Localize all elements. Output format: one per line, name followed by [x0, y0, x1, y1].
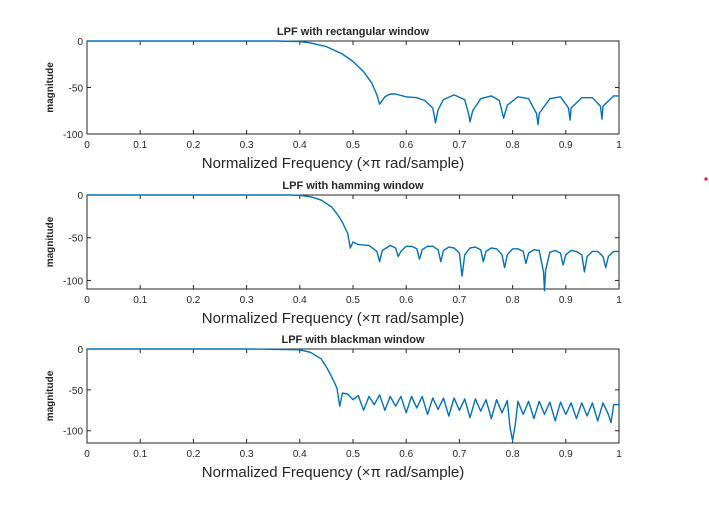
y-tick-label: -100 — [63, 276, 83, 287]
x-tick-label: 0.7 — [452, 140, 466, 151]
series-line-1 — [87, 348, 619, 442]
x-tick-label: 0.4 — [293, 295, 307, 306]
chart-panel-2: LPF with hamming window magnitude Normaliz… — [45, 180, 622, 327]
x-tick-label: 0.2 — [186, 295, 200, 306]
chart-panel-3: LPF with blackman window magnitude Normali… — [45, 334, 622, 481]
x-tick-label: 0 — [84, 140, 90, 151]
x-tick-label: 0.2 — [186, 449, 200, 460]
chart-panel-1: LPF with rectangular window magnitude Norm… — [45, 26, 622, 172]
x-tick-label: 1 — [616, 449, 622, 460]
x-tick-label: 1 — [616, 295, 622, 306]
x-tick-label: 0.9 — [559, 140, 573, 151]
x-tick-label: 0.1 — [133, 449, 147, 460]
x-tick-label: 0.6 — [399, 449, 413, 460]
red-dot-marker — [704, 177, 708, 181]
y-axis-label: magnitude — [45, 370, 56, 421]
chart-title: LPF with rectangular window — [277, 26, 430, 38]
x-axis-label: Normalized Frequency (×π rad/sample) — [202, 155, 465, 172]
plot-area — [86, 348, 620, 444]
y-tick-label: 0 — [77, 37, 83, 48]
x-tick-label: 0.9 — [559, 295, 573, 306]
x-tick-label: 0.8 — [506, 449, 520, 460]
y-axis-label: magnitude — [45, 216, 56, 267]
x-tick-label: 1 — [616, 140, 622, 151]
x-tick-label: 0 — [84, 449, 90, 460]
y-tick-label: 0 — [77, 345, 83, 356]
x-tick-label: 0.4 — [293, 449, 307, 460]
chart-title: LPF with blackman window — [281, 334, 424, 346]
x-tick-label: 0.6 — [399, 140, 413, 151]
series-line-1 — [87, 194, 619, 292]
y-axis-label: magnitude — [45, 62, 56, 113]
x-tick-label: 0.5 — [346, 449, 360, 460]
y-tick-label: -100 — [63, 130, 83, 141]
x-axis-label: Normalized Frequency (×π rad/sample) — [202, 464, 465, 481]
x-tick-label: 0.8 — [506, 140, 520, 151]
x-tick-label: 0.5 — [346, 140, 360, 151]
x-tick-label: 0.4 — [293, 140, 307, 151]
x-tick-label: 0.8 — [506, 295, 520, 306]
x-tick-label: 0.7 — [452, 295, 466, 306]
y-tick-label: -50 — [69, 386, 84, 397]
x-axis-label: Normalized Frequency (×π rad/sample) — [202, 310, 465, 327]
x-tick-label: 0.3 — [240, 449, 254, 460]
x-tick-label: 0.6 — [399, 295, 413, 306]
x-tick-label: 0.1 — [133, 140, 147, 151]
x-tick-label: 0.2 — [186, 140, 200, 151]
y-tick-label: -50 — [69, 84, 84, 95]
x-tick-label: 0.7 — [452, 449, 466, 460]
y-tick-label: -100 — [63, 427, 83, 438]
series-line-1 — [87, 40, 619, 126]
y-tick-label: -50 — [69, 234, 84, 245]
x-tick-label: 0.3 — [240, 295, 254, 306]
x-tick-label: 0.1 — [133, 295, 147, 306]
x-tick-label: 0.9 — [559, 449, 573, 460]
y-tick-label: 0 — [77, 191, 83, 202]
x-tick-label: 0 — [84, 295, 90, 306]
x-tick-label: 0.3 — [240, 140, 254, 151]
chart-title: LPF with hamming window — [282, 180, 424, 192]
x-tick-label: 0.5 — [346, 295, 360, 306]
plot-area — [86, 40, 620, 135]
